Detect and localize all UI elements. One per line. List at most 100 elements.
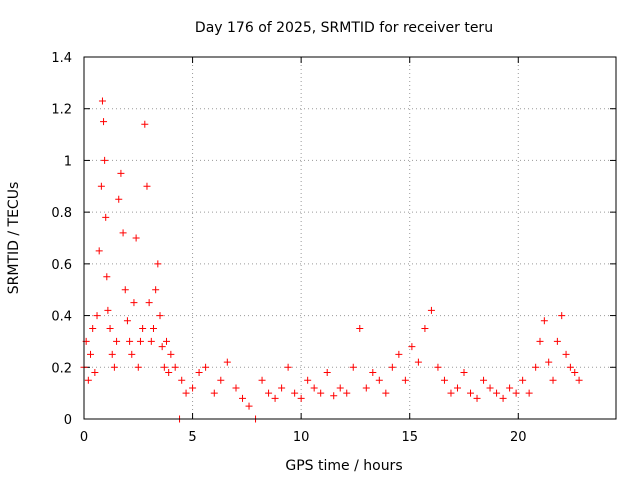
data-point <box>375 376 383 384</box>
data-point <box>493 389 501 397</box>
data-point <box>136 337 144 345</box>
data-point <box>145 299 153 307</box>
data-point <box>506 384 514 392</box>
data-point <box>434 363 442 371</box>
data-point <box>104 306 112 314</box>
data-point <box>93 312 101 320</box>
data-point <box>540 317 548 325</box>
data-point <box>91 368 99 376</box>
data-point <box>163 337 171 345</box>
data-point <box>512 389 520 397</box>
data-point <box>575 376 583 384</box>
data-point <box>89 325 97 332</box>
x-tick-label: 5 <box>188 430 196 445</box>
data-point <box>271 394 279 402</box>
x-tick-labels: 0 5 10 15 20 <box>80 430 527 445</box>
data-point <box>427 306 435 314</box>
y-tick-label: 0 <box>64 413 72 428</box>
data-point <box>553 337 561 345</box>
data-point <box>545 358 553 366</box>
data-point <box>141 120 149 128</box>
data-point <box>343 389 351 397</box>
axis-ticks <box>83 56 616 420</box>
data-point <box>460 368 468 376</box>
data-point <box>149 325 157 332</box>
data-point <box>549 376 557 384</box>
data-point <box>100 118 108 126</box>
data-point <box>217 376 225 384</box>
data-point <box>421 325 429 332</box>
data-point <box>152 286 160 294</box>
data-point <box>102 213 110 221</box>
data-points <box>80 97 583 423</box>
data-point <box>113 337 121 345</box>
data-point <box>395 350 403 358</box>
data-point <box>447 389 455 397</box>
data-point <box>84 376 92 384</box>
data-point <box>284 363 292 371</box>
data-point <box>95 247 103 255</box>
data-point <box>119 229 127 237</box>
data-point <box>408 343 416 351</box>
data-point <box>480 376 488 384</box>
data-point <box>106 325 114 332</box>
data-point <box>232 384 240 392</box>
x-axis-label: GPS time / hours <box>285 458 402 474</box>
data-point <box>304 376 312 384</box>
y-tick-label: 1.4 <box>51 51 72 66</box>
data-point <box>532 363 540 371</box>
data-point <box>103 273 111 281</box>
data-point <box>132 234 140 242</box>
data-point <box>160 363 168 371</box>
data-point <box>356 325 364 332</box>
data-point <box>210 389 218 397</box>
data-point <box>562 350 570 358</box>
data-point <box>440 376 448 384</box>
data-point <box>336 384 344 392</box>
data-point <box>223 358 231 366</box>
y-axis-label: SRMTID / TECUs <box>6 182 22 295</box>
y-tick-label: 0.4 <box>51 310 72 325</box>
data-point <box>154 260 162 268</box>
data-point <box>158 343 166 351</box>
data-point <box>110 363 118 371</box>
data-point <box>317 389 325 397</box>
y-tick-label: 0.6 <box>51 258 72 273</box>
data-point <box>414 358 422 366</box>
data-point <box>139 325 147 332</box>
data-point <box>108 350 116 358</box>
data-point <box>156 312 164 320</box>
data-point <box>453 384 461 392</box>
data-point <box>388 363 396 371</box>
data-point <box>126 337 134 345</box>
data-point <box>97 182 105 190</box>
data-point <box>182 389 190 397</box>
data-point <box>245 402 253 410</box>
chart-title: Day 176 of 2025, SRMTID for receiver ter… <box>195 20 493 36</box>
data-point <box>167 350 175 358</box>
data-point <box>121 286 129 294</box>
y-tick-label: 0.8 <box>51 206 72 221</box>
data-point <box>571 368 579 376</box>
y-tick-label: 1.2 <box>51 103 72 118</box>
data-point <box>291 389 299 397</box>
x-tick-label: 15 <box>401 430 418 445</box>
data-point <box>310 384 318 392</box>
data-point <box>467 389 475 397</box>
data-point <box>123 317 131 325</box>
data-point <box>165 368 173 376</box>
data-point <box>486 384 494 392</box>
data-point <box>128 350 136 358</box>
data-point <box>143 182 151 190</box>
data-point <box>147 337 155 345</box>
data-point <box>349 363 357 371</box>
data-point <box>239 394 247 402</box>
data-point <box>525 389 533 397</box>
data-point <box>130 299 138 307</box>
data-point <box>117 169 125 177</box>
x-tick-label: 10 <box>293 430 310 445</box>
data-point <box>382 389 390 397</box>
data-point <box>202 363 210 371</box>
data-point <box>178 376 186 384</box>
